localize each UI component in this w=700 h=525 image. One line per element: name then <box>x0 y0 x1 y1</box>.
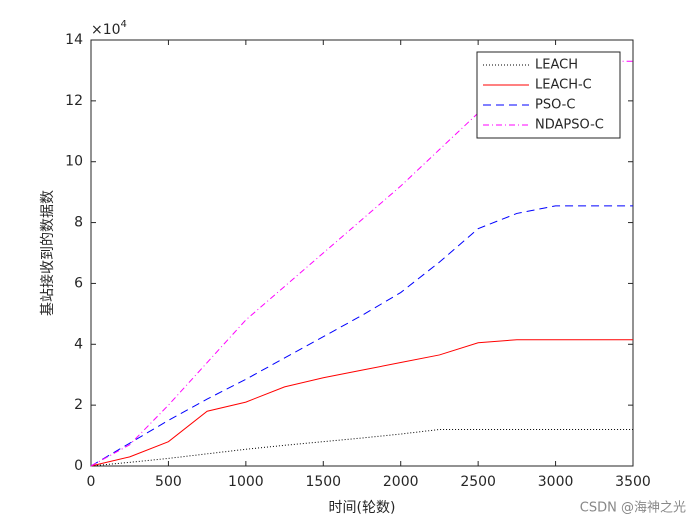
x-tick-label: 500 <box>155 474 182 490</box>
legend-label: LEACH-C <box>535 78 592 93</box>
x-axis-label: 时间(轮数) <box>329 500 396 516</box>
y-multiplier-exponent: 4 <box>121 19 127 30</box>
y-tick-label: 12 <box>65 93 83 109</box>
series-line <box>90 205 633 467</box>
series-line <box>90 428 633 467</box>
y-multiplier-base: ×10 <box>91 22 121 38</box>
x-tick-label: 0 <box>87 474 96 490</box>
y-tick-label: 2 <box>74 397 83 413</box>
x-tick-label: 2500 <box>460 474 496 490</box>
x-tick-label: 1000 <box>228 474 264 490</box>
legend-box <box>476 51 621 139</box>
y-tick-label: 6 <box>74 275 83 291</box>
x-tick-label: 3500 <box>615 474 651 490</box>
y-tick-label: 4 <box>74 336 83 352</box>
x-tick-label: 3000 <box>538 474 574 490</box>
legend: LEACH LEACH-C PSO-C NDAPSO-C <box>476 51 621 139</box>
plot-box <box>90 39 634 467</box>
x-tick-label: 1500 <box>305 474 341 490</box>
legend-label: LEACH <box>535 58 578 73</box>
y-tick-label: 8 <box>74 215 83 231</box>
y-tick-label: 10 <box>65 154 83 170</box>
y-tick-label: 0 <box>74 458 83 474</box>
legend-label: NDAPSO-C <box>535 118 604 133</box>
x-tick-label: 2000 <box>383 474 419 490</box>
y-tick-label: 14 <box>65 32 83 48</box>
y-multiplier: ×104 <box>91 19 127 38</box>
watermark: CSDN @海神之光 <box>580 501 686 516</box>
y-axis-label: 基站接收到的数据数 <box>39 190 56 316</box>
legend-label: PSO-C <box>535 98 575 113</box>
series-line <box>90 339 633 467</box>
